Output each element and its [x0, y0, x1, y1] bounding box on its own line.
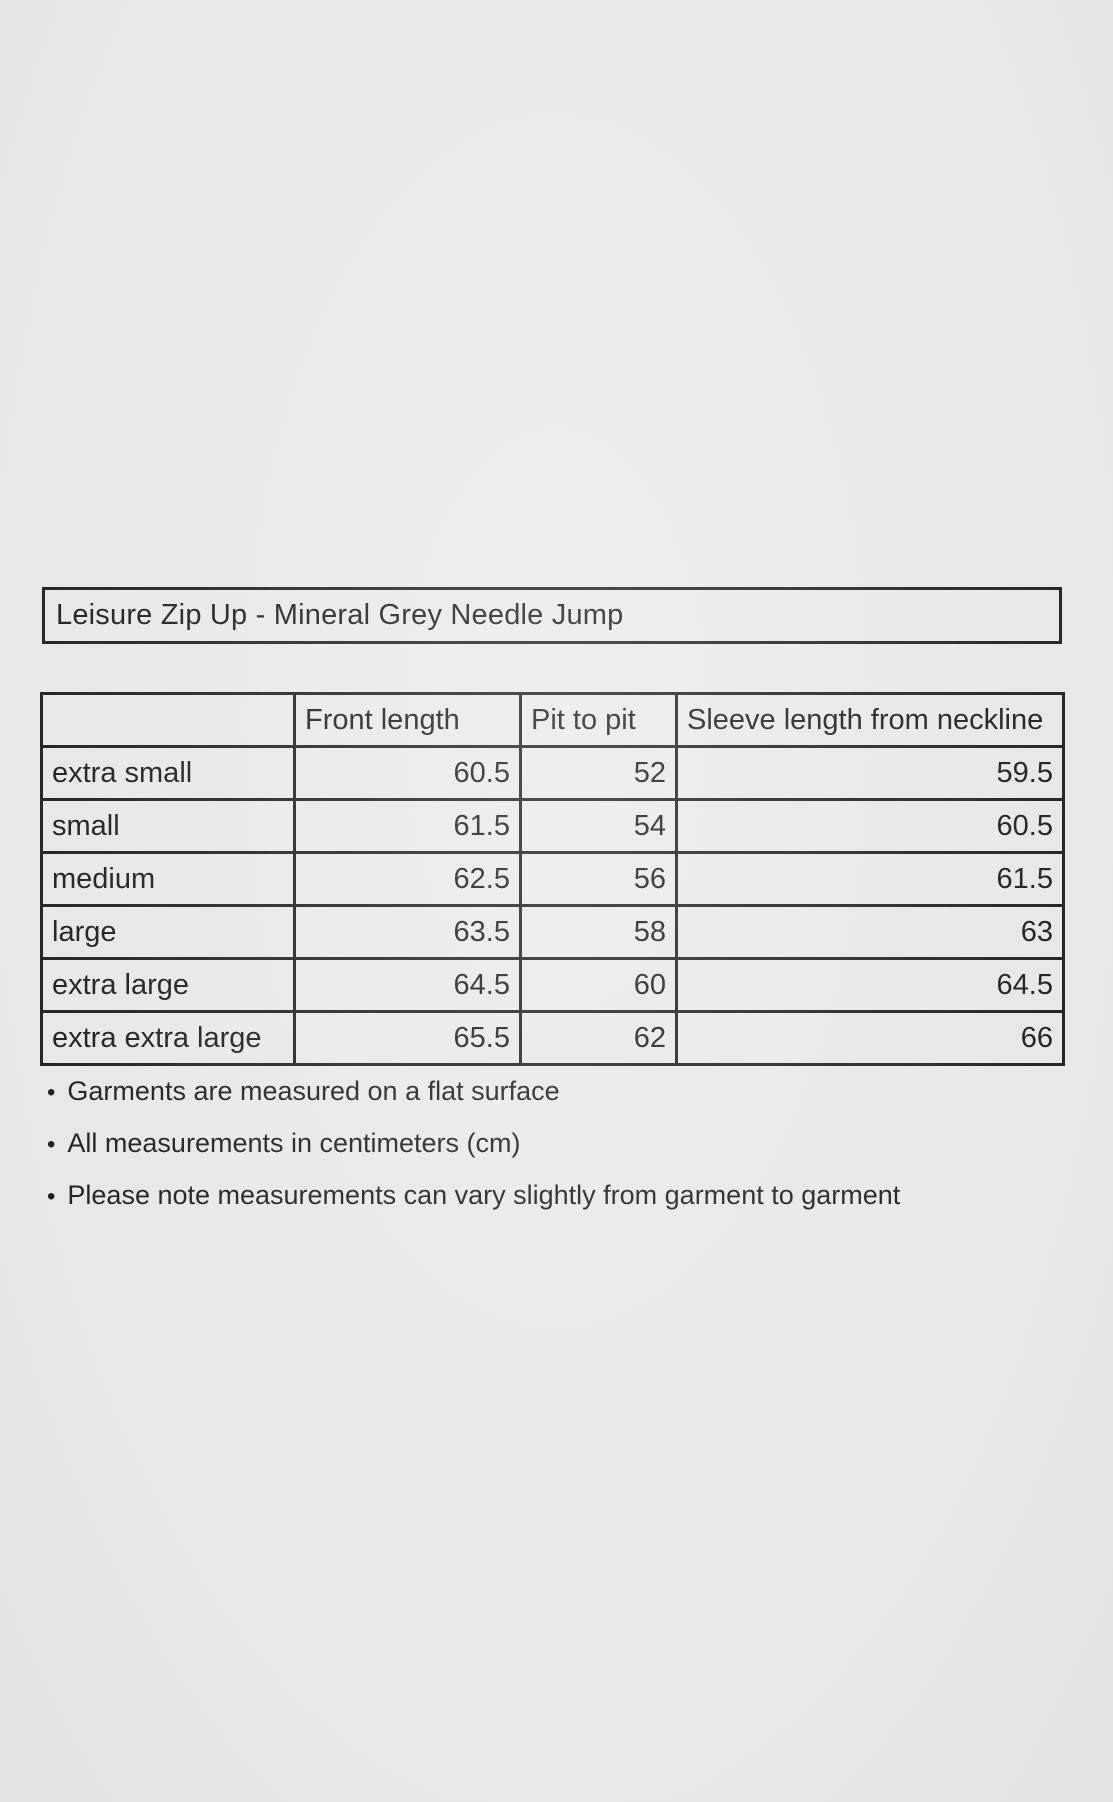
sleeve-length-value: 61.5: [675, 851, 1065, 907]
note-item: • Garments are measured on a flat surfac…: [47, 1076, 900, 1107]
product-title-box: Leisure Zip Up - Mineral Grey Needle Jum…: [42, 587, 1062, 644]
front-length-value: 60.5: [293, 745, 522, 801]
note-text: Please note measurements can vary slight…: [67, 1180, 901, 1210]
header-row: Front length Pit to pit Sleeve length fr…: [40, 692, 1065, 748]
bullet-icon: •: [47, 1183, 56, 1210]
header-front-length: Front length: [293, 692, 522, 748]
note-text: All measurements in centimeters (cm): [67, 1128, 521, 1158]
table-row: extra large 64.5 60 64.5: [40, 957, 1065, 1013]
size-label: small: [40, 798, 296, 854]
size-label: large: [40, 904, 296, 960]
pit-to-pit-value: 54: [519, 798, 678, 854]
size-label: extra small: [40, 745, 296, 801]
pit-to-pit-value: 56: [519, 851, 678, 907]
bullet-icon: •: [47, 1079, 56, 1106]
front-length-value: 62.5: [293, 851, 522, 907]
front-length-value: 65.5: [293, 1010, 522, 1066]
sleeve-length-value: 66: [675, 1010, 1065, 1066]
pit-to-pit-value: 58: [519, 904, 678, 960]
size-label: medium: [40, 851, 296, 907]
measurement-notes: • Garments are measured on a flat surfac…: [47, 1076, 900, 1211]
product-title: Leisure Zip Up - Mineral Grey Needle Jum…: [56, 599, 624, 631]
pit-to-pit-value: 60: [519, 957, 678, 1013]
note-item: • All measurements in centimeters (cm): [47, 1128, 900, 1159]
sleeve-length-value: 63: [675, 904, 1065, 960]
front-length-value: 63.5: [293, 904, 522, 960]
header-size: [40, 692, 296, 748]
header-pit-to-pit: Pit to pit: [519, 692, 678, 748]
size-chart-table: Front length Pit to pit Sleeve length fr…: [40, 692, 1065, 1066]
table-row: large 63.5 58 63: [40, 904, 1065, 960]
front-length-value: 64.5: [293, 957, 522, 1013]
note-text: Garments are measured on a flat surface: [67, 1076, 560, 1106]
table-row: extra small 60.5 52 59.5: [40, 745, 1065, 801]
table-row: medium 62.5 56 61.5: [40, 851, 1065, 907]
sleeve-length-value: 64.5: [675, 957, 1065, 1013]
sleeve-length-value: 60.5: [675, 798, 1065, 854]
bullet-icon: •: [47, 1131, 56, 1158]
front-length-value: 61.5: [293, 798, 522, 854]
table-row: small 61.5 54 60.5: [40, 798, 1065, 854]
table-row: extra extra large 65.5 62 66: [40, 1010, 1065, 1066]
sleeve-length-value: 59.5: [675, 745, 1065, 801]
size-label: extra large: [40, 957, 296, 1013]
header-sleeve-length: Sleeve length from neckline: [675, 692, 1065, 748]
size-label: extra extra large: [40, 1010, 296, 1066]
note-item: • Please note measurements can vary slig…: [47, 1180, 900, 1211]
pit-to-pit-value: 62: [519, 1010, 678, 1066]
pit-to-pit-value: 52: [519, 745, 678, 801]
